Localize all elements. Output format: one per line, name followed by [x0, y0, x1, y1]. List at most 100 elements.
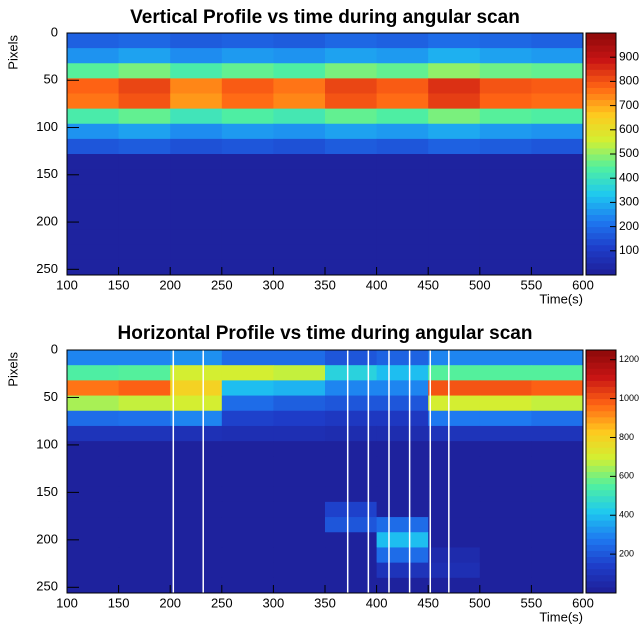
heatmap-cell [221, 259, 274, 276]
heatmap-cell [325, 108, 378, 125]
heatmap-cell [221, 562, 274, 579]
heatmap-cell [428, 517, 481, 533]
heatmap-cell [170, 78, 223, 94]
heatmap-cell [170, 154, 223, 170]
heatmap-cell [67, 425, 120, 442]
x-tick-label: 550 [521, 277, 543, 292]
y-tick-label: 200 [36, 531, 58, 546]
heatmap-cell [325, 78, 378, 94]
colorbar-band [586, 129, 616, 137]
heatmap-cell [221, 184, 274, 200]
heatmap-cell [376, 78, 429, 94]
colorbar-band [586, 562, 616, 570]
heatmap-cell [531, 456, 584, 472]
heatmap-cell [325, 123, 378, 140]
heatmap-cell [67, 532, 120, 548]
heatmap-cell [273, 532, 326, 548]
heatmap-cell [221, 425, 274, 442]
colorbar-band [586, 428, 616, 436]
heatmap-cell [118, 425, 171, 442]
heatmap-cell [479, 532, 532, 548]
heatmap-cell [221, 229, 274, 246]
heatmap-cell [170, 410, 223, 427]
heatmap-cell [221, 410, 274, 427]
heatmap-cell [170, 486, 223, 503]
heatmap-cell [325, 395, 378, 412]
colorbar-tick-label: 500 [619, 146, 639, 160]
colorbar-band [586, 447, 616, 454]
heatmap-cell [170, 577, 223, 594]
heatmap-cell [221, 154, 274, 170]
y-tick-label: 50 [44, 72, 58, 87]
heatmap-cell [325, 169, 378, 185]
colorbar-band [586, 568, 616, 576]
heatmap-cell [376, 410, 429, 427]
heatmap-cell [376, 184, 429, 200]
heatmap-cell [479, 259, 532, 276]
x-tick-label: 200 [159, 595, 181, 610]
heatmap-cell [479, 365, 532, 381]
heatmap-cell [221, 33, 274, 49]
heatmap-cell [170, 63, 223, 79]
colorbar-band [586, 214, 616, 222]
heatmap-cell [221, 48, 274, 64]
heatmap-cell [221, 517, 274, 533]
colorbar-tick-label: 600 [619, 471, 634, 481]
heatmap-cell [428, 214, 481, 231]
colorbar-band [586, 123, 616, 131]
colorbar-band [586, 117, 616, 125]
heatmap-cell [170, 214, 223, 231]
heatmap-cell [273, 577, 326, 594]
heatmap-cell [479, 441, 532, 457]
heatmap-cell [67, 138, 120, 155]
colorbar-band [586, 232, 616, 240]
colorbar-band [586, 166, 616, 173]
heatmap-cell [428, 380, 481, 397]
heatmap-cell [531, 441, 584, 457]
heatmap-cell [325, 517, 378, 533]
heatmap-cell [428, 78, 481, 94]
heatmap-cell [170, 199, 223, 215]
heatmap-cell [170, 184, 223, 200]
colorbar-band [586, 477, 616, 485]
heatmap-cell [273, 123, 326, 140]
heatmap-cell [273, 350, 326, 366]
heatmap-cell [170, 547, 223, 564]
x-tick-label: 300 [263, 595, 285, 610]
heatmap-cell [273, 138, 326, 155]
colorbar-band [586, 268, 616, 276]
colorbar-band [586, 45, 616, 52]
heatmap-cell [531, 486, 584, 503]
heatmap-cell [118, 33, 171, 49]
heatmap-cell [118, 441, 171, 457]
heatmap-cell [67, 547, 120, 564]
heatmap-cell [428, 184, 481, 200]
heatmap-cell [325, 532, 378, 548]
heatmap-cell [376, 214, 429, 231]
heatmap-cell [479, 48, 532, 64]
heatmap-cell [479, 229, 532, 246]
colorbar-tick-label: 1000 [619, 393, 639, 403]
heatmap-cell [531, 214, 584, 231]
heatmap-cell [428, 441, 481, 457]
colorbar-band [586, 178, 616, 185]
heatmap-cell [376, 138, 429, 155]
x-tick-label: 200 [159, 277, 181, 292]
heatmap-cell [221, 547, 274, 564]
heatmap-cell [273, 547, 326, 564]
heatmap-cell [273, 471, 326, 488]
colorbar-band [586, 111, 616, 119]
heatmap-cell [531, 501, 584, 518]
heatmap-cell [170, 169, 223, 185]
colorbar-band [586, 422, 616, 430]
heatmap-cell [67, 184, 120, 200]
heatmap-cell [170, 350, 223, 366]
colorbar-band [586, 57, 616, 64]
heatmap-cell [170, 380, 223, 397]
heatmap-cell [273, 108, 326, 125]
heatmap-cell [428, 138, 481, 155]
heatmap-cell [118, 532, 171, 548]
heatmap-cell [376, 229, 429, 246]
heatmap-cell [376, 33, 429, 49]
x-tick-label: 450 [417, 277, 439, 292]
